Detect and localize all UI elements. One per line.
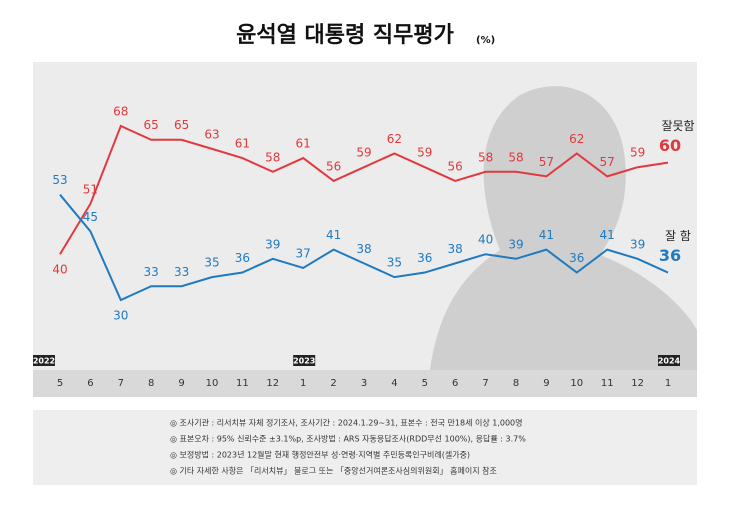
x-tick-label: 5 [422,378,428,389]
x-tick-label: 7 [118,378,124,389]
data-label: 39 [630,237,645,251]
x-tick-label: 1 [300,378,306,389]
data-label: 56 [448,159,463,173]
data-label: 59 [417,146,432,160]
data-label: 65 [174,118,189,132]
data-label: 62 [569,132,584,146]
data-label: 33 [174,265,189,279]
data-label: 38 [356,242,371,256]
data-label: 58 [265,150,280,164]
year-label: 2022 [33,357,55,366]
x-tick-label: 6 [452,378,458,389]
data-label: 35 [387,256,402,270]
data-label: 41 [326,228,341,242]
note: ◎ 기타 자세한 사항은 「리서치뷰」 블로그 또는 「중앙선거여론조사심의위원… [170,466,497,476]
notes-box [33,410,697,485]
data-label: 36 [417,251,432,265]
x-tick-label: 9 [543,378,549,389]
data-label: 61 [296,137,311,151]
x-tick-label: 11 [236,378,249,389]
data-label: 58 [478,150,493,164]
data-label: 45 [83,210,98,224]
data-label: 56 [326,159,341,173]
legend-label: 잘 함 [665,229,691,243]
data-label: 30 [113,309,128,323]
x-tick-label: 6 [87,378,93,389]
x-tick-label: 11 [601,378,614,389]
data-label: 57 [600,155,615,169]
year-tag [33,355,55,366]
data-label: 38 [448,242,463,256]
x-tick-label: 5 [57,378,63,389]
data-label: 57 [539,155,554,169]
data-label: 62 [387,132,402,146]
data-label: 61 [235,137,250,151]
data-label: 60 [659,136,681,155]
x-tick-label: 2 [330,378,336,389]
data-label: 65 [144,118,159,132]
year-label: 2024 [658,357,681,366]
x-tick-label: 4 [391,378,397,389]
x-tick-label: 9 [178,378,184,389]
note: ◎ 보정방법 : 2023년 12월말 현재 행정안전부 성·연령·지역별 주민… [170,450,470,460]
data-label: 36 [569,251,584,265]
data-label: 33 [144,265,159,279]
x-tick-label: 1 [665,378,671,389]
note: ◎ 조사기관 : 리서치뷰 자체 정기조사, 조사기간 : 2024.1.29~… [170,418,523,428]
data-label: 58 [508,150,523,164]
year-tag [658,355,680,366]
series-line [59,194,669,302]
series-line [59,124,669,255]
x-tick-label: 8 [513,378,519,389]
x-tick-label: 3 [361,378,367,389]
data-label: 35 [204,256,219,270]
photo-silhouette [430,86,697,370]
x-tick-label: 12 [266,378,279,389]
data-label: 68 [113,105,128,119]
x-tick-label: 7 [482,378,488,389]
year-label: 2023 [293,357,315,366]
data-label: 53 [52,173,67,187]
x-tick-label: 10 [570,378,583,389]
data-label: 41 [600,228,615,242]
data-label: 39 [265,237,280,251]
data-label: 41 [539,228,554,242]
data-label: 51 [83,182,98,196]
note: ◎ 표본오차 : 95% 신뢰수준 ±3.1%p, 조사방법 : ARS 자동응… [170,434,526,444]
data-label: 59 [356,146,371,160]
data-label: 40 [52,263,67,277]
month-bar [33,370,697,397]
data-label: 40 [478,233,493,247]
data-label: 63 [204,127,219,141]
x-tick-label: 12 [631,378,644,389]
chart-title: 윤석열 대통령 직무평가 [236,23,454,48]
data-label: 39 [508,237,523,251]
x-tick-label: 10 [206,378,219,389]
data-label: 37 [296,246,311,260]
legend-label: 잘못함 [661,119,694,133]
data-label: 36 [235,251,250,265]
x-tick-label: 8 [148,378,154,389]
data-label: 36 [659,246,681,265]
data-label: 59 [630,146,645,160]
year-tag [293,355,316,366]
unit-label: (%) [476,35,495,46]
